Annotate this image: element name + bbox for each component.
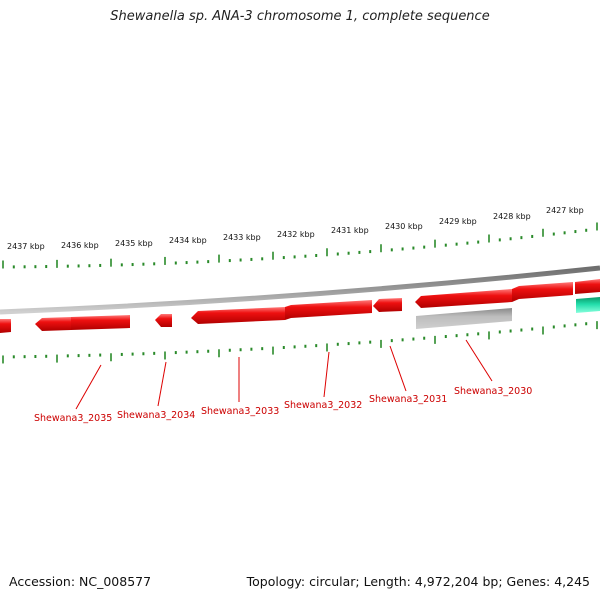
gene-arrow[interactable] — [191, 307, 285, 324]
map-title: Shewanella sp. ANA-3 chromosome 1, compl… — [110, 9, 490, 24]
gene-arrow[interactable] — [373, 298, 402, 312]
gene-arrow[interactable] — [415, 289, 512, 308]
kbp-label-2432: 2432 kbp — [277, 230, 315, 239]
gene-arrow[interactable] — [155, 314, 172, 327]
kbp-label-2434: 2434 kbp — [169, 236, 207, 245]
kbp-label-2429: 2429 kbp — [439, 217, 477, 226]
kbp-label-2427: 2427 kbp — [546, 206, 584, 215]
gene-arrow[interactable] — [575, 279, 600, 294]
kbp-labels: 2427 kbp 2428 kbp 2429 kbp 2430 kbp 2431… — [7, 206, 584, 251]
gene-label-shewana3-2035[interactable]: Shewana3_2035 — [34, 413, 112, 424]
kbp-label-2430: 2430 kbp — [385, 222, 423, 231]
grey-feature[interactable] — [416, 308, 512, 329]
gene-label-leaders — [75, 339, 493, 410]
gene-arrow[interactable] — [285, 300, 372, 320]
accession-label: Accession: NC_008577 — [9, 574, 152, 589]
gene-arrow[interactable] — [35, 317, 71, 331]
kbp-label-2431: 2431 kbp — [331, 226, 369, 235]
topology-summary: Topology: circular; Length: 4,972,204 bp… — [246, 574, 590, 589]
gene-label-shewana3-2032[interactable]: Shewana3_2032 — [284, 400, 362, 411]
gene-label-shewana3-2031[interactable]: Shewana3_2031 — [369, 394, 447, 405]
gene-features — [0, 279, 600, 333]
kbp-label-2428: 2428 kbp — [493, 212, 531, 221]
gene-arrow[interactable] — [0, 319, 11, 333]
chromosome-backbone — [0, 265, 600, 315]
inner-scale-ticks — [2, 321, 598, 364]
gene-label-shewana3-2033[interactable]: Shewana3_2033 — [201, 406, 279, 417]
kbp-label-2436: 2436 kbp — [61, 241, 99, 250]
gene-label-shewana3-2030[interactable]: Shewana3_2030 — [454, 386, 532, 397]
gene-arrow[interactable] — [512, 282, 573, 302]
kbp-label-2433: 2433 kbp — [223, 233, 261, 242]
kbp-label-2437: 2437 kbp — [7, 242, 45, 251]
outer-scale-ticks — [2, 222, 598, 269]
gene-arrow[interactable] — [71, 315, 130, 330]
kbp-label-2435: 2435 kbp — [115, 239, 153, 248]
gene-label-shewana3-2034[interactable]: Shewana3_2034 — [117, 410, 195, 421]
teal-feature[interactable] — [576, 297, 600, 313]
gene-labels: Shewana3_2030 Shewana3_2031 Shewana3_203… — [34, 386, 532, 424]
